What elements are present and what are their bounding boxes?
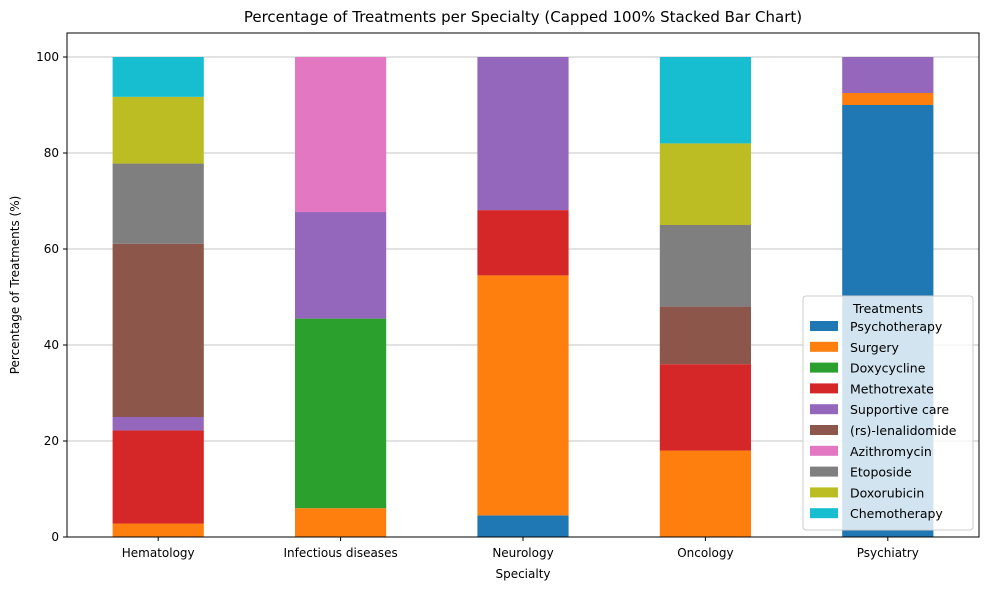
legend-entry-label: Psychotherapy	[850, 319, 943, 334]
bar-segment-surgery	[295, 508, 387, 537]
axis-ticks: 0 20 40 60 80 100 Hematology Infectious disease…	[36, 50, 919, 560]
x-tick-label: Hematology	[122, 546, 195, 560]
legend-swatch	[810, 445, 838, 456]
bar-segment-methotrexate	[477, 210, 569, 276]
legend-entry-label: Methotrexate	[850, 381, 934, 396]
bar-segment-psychotherapy	[477, 515, 569, 537]
legend-entry-label: Etoposide	[850, 465, 912, 480]
x-tick-label: Psychiatry	[857, 546, 919, 560]
legend: Treatments Psychotherapy Surgery Doxycycli…	[802, 295, 974, 531]
legend-swatch	[810, 341, 838, 352]
y-tick-label: 20	[44, 434, 59, 448]
x-tick-label: Infectious diseases	[283, 546, 397, 560]
bar-segment-etoposide	[112, 163, 204, 244]
y-axis-label: Percentage of Treatments (%)	[8, 196, 22, 375]
bar-segment-supportive-care	[477, 57, 569, 211]
legend-entry-label: Supportive care	[850, 402, 949, 417]
bars	[112, 57, 934, 537]
y-tick-label: 60	[44, 242, 59, 256]
y-tick-label: 100	[36, 50, 59, 64]
legend-swatch	[810, 321, 838, 331]
legend-entry-label: Doxycycline	[850, 361, 926, 376]
legend-box	[802, 295, 974, 531]
bar-segment-chemotherapy	[112, 57, 204, 97]
bar-segment-rs-lenalidomide	[112, 243, 204, 417]
bar-segment-surgery	[112, 523, 204, 537]
bar-segment-doxorubicin	[112, 96, 204, 164]
legend-title: Treatments	[852, 301, 923, 316]
bar-segment-surgery	[842, 93, 934, 105]
y-tick-label: 40	[44, 338, 59, 352]
legend-entry-label: Doxorubicin	[850, 485, 924, 500]
bar-segment-supportive-care	[112, 417, 204, 431]
legend-entry-label: (rs)-lenalidomide	[850, 423, 957, 438]
legend-swatch	[810, 425, 838, 435]
bar-segment-methotrexate	[112, 430, 204, 524]
x-tick-label: Oncology	[677, 546, 733, 560]
bar-segment-supportive-care	[295, 212, 387, 319]
y-tick-label: 80	[44, 146, 59, 160]
bar-segment-surgery	[659, 450, 751, 537]
chart-title: Percentage of Treatments per Specialty (…	[244, 8, 802, 26]
x-tick-label: Neurology	[492, 546, 553, 560]
legend-entry-label: Azithromycin	[850, 444, 932, 459]
bar-segment-azithromycin	[295, 57, 387, 213]
bar-segment-supportive-care	[842, 57, 934, 93]
y-tick-label: 0	[51, 530, 59, 544]
legend-swatch	[810, 383, 838, 394]
bar-segment-surgery	[477, 275, 569, 516]
bar-segment-doxorubicin	[659, 143, 751, 225]
legend-swatch	[810, 487, 838, 498]
legend-swatch	[810, 404, 838, 415]
bar-segment-rs-lenalidomide	[659, 306, 751, 365]
x-axis-label: Specialty	[495, 567, 550, 581]
bar-segment-etoposide	[659, 225, 751, 307]
legend-swatch	[810, 362, 838, 373]
legend-entry-label: Chemotherapy	[850, 506, 943, 521]
bar-segment-doxycycline	[295, 318, 387, 509]
bar-segment-chemotherapy	[659, 57, 751, 144]
legend-swatch	[810, 508, 838, 519]
legend-swatch	[810, 466, 838, 477]
bar-segment-methotrexate	[659, 364, 751, 451]
legend-entry-label: Surgery	[850, 340, 900, 355]
